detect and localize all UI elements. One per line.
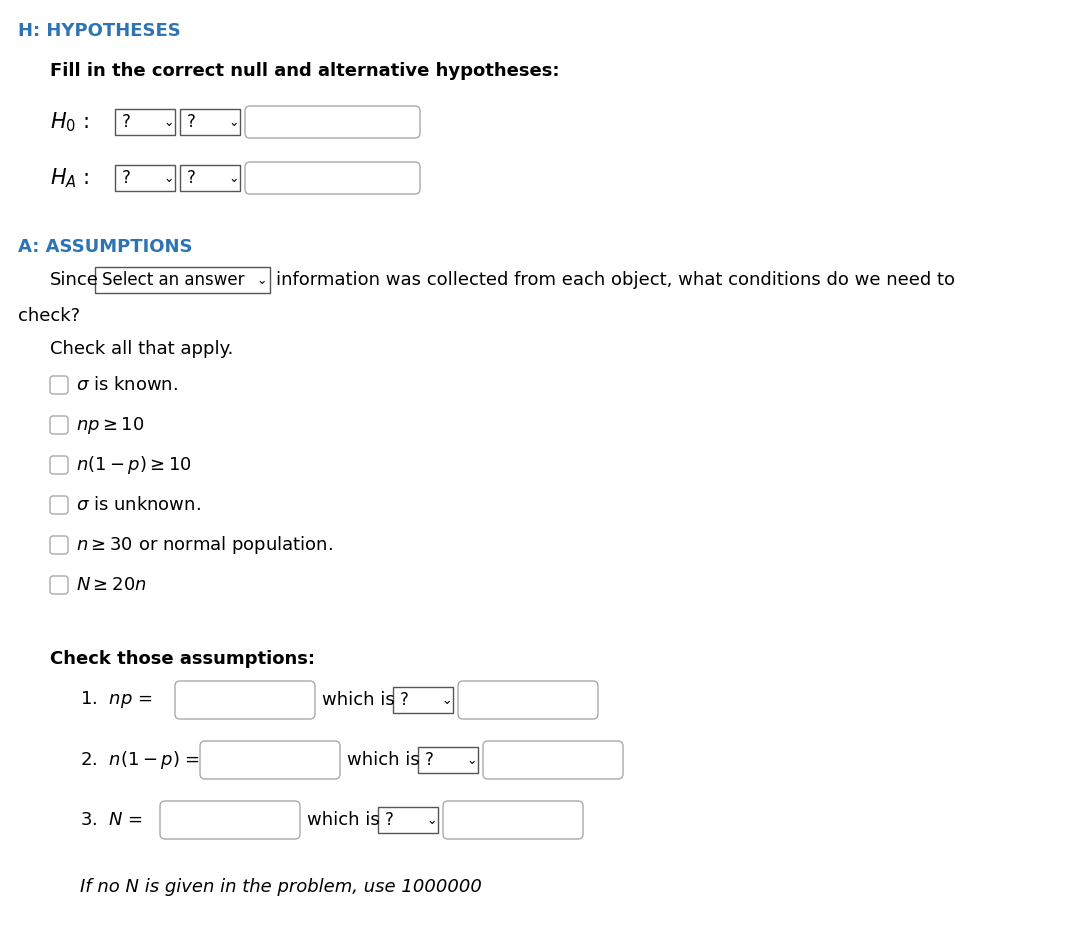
Text: 2.  $n(1-p)$ =: 2. $n(1-p)$ = bbox=[80, 749, 200, 771]
Text: ⌄: ⌄ bbox=[441, 693, 452, 706]
Text: H: HYPOTHESES: H: HYPOTHESES bbox=[18, 22, 181, 40]
Text: ?: ? bbox=[425, 751, 439, 769]
FancyBboxPatch shape bbox=[483, 741, 623, 779]
Text: Since: Since bbox=[50, 271, 98, 289]
Text: ⌄: ⌄ bbox=[256, 273, 267, 286]
Text: Fill in the correct null and alternative hypotheses:: Fill in the correct null and alternative… bbox=[50, 62, 560, 80]
FancyBboxPatch shape bbox=[443, 801, 583, 839]
FancyBboxPatch shape bbox=[50, 536, 68, 554]
Text: ⌄: ⌄ bbox=[163, 116, 173, 129]
Text: 1.  $np$ =: 1. $np$ = bbox=[80, 690, 152, 710]
Text: which is: which is bbox=[307, 811, 379, 829]
FancyBboxPatch shape bbox=[175, 681, 315, 719]
Text: ?: ? bbox=[187, 169, 201, 187]
Text: $\sigma$ is unknown.: $\sigma$ is unknown. bbox=[76, 496, 201, 514]
Text: Check all that apply.: Check all that apply. bbox=[50, 340, 233, 358]
Text: ⌄: ⌄ bbox=[163, 171, 173, 184]
Text: ⌄: ⌄ bbox=[228, 116, 239, 129]
Text: which is: which is bbox=[347, 751, 419, 769]
Text: check?: check? bbox=[18, 307, 80, 325]
Text: ?: ? bbox=[400, 691, 414, 709]
FancyBboxPatch shape bbox=[50, 416, 68, 434]
Text: ?: ? bbox=[122, 113, 136, 131]
Text: $H_0$ :: $H_0$ : bbox=[50, 110, 89, 133]
FancyBboxPatch shape bbox=[245, 162, 421, 194]
Text: Check those assumptions:: Check those assumptions: bbox=[50, 650, 315, 668]
Text: $np \geq 10$: $np \geq 10$ bbox=[76, 414, 145, 436]
FancyBboxPatch shape bbox=[200, 741, 341, 779]
FancyBboxPatch shape bbox=[245, 106, 421, 138]
FancyBboxPatch shape bbox=[393, 687, 453, 713]
Text: ⌄: ⌄ bbox=[426, 814, 437, 827]
FancyBboxPatch shape bbox=[50, 456, 68, 474]
Text: ?: ? bbox=[385, 811, 399, 829]
FancyBboxPatch shape bbox=[378, 807, 438, 833]
FancyBboxPatch shape bbox=[418, 747, 478, 773]
Text: A: ASSUMPTIONS: A: ASSUMPTIONS bbox=[18, 238, 192, 256]
Text: Select an answer: Select an answer bbox=[102, 271, 244, 289]
Text: $\sigma$ is known.: $\sigma$ is known. bbox=[76, 376, 178, 394]
Text: ?: ? bbox=[187, 113, 201, 131]
Text: ⌄: ⌄ bbox=[466, 754, 477, 767]
Text: ?: ? bbox=[122, 169, 136, 187]
Text: ⌄: ⌄ bbox=[228, 171, 239, 184]
FancyBboxPatch shape bbox=[181, 109, 240, 135]
Text: $n(1-p) \geq 10$: $n(1-p) \geq 10$ bbox=[76, 454, 192, 476]
FancyBboxPatch shape bbox=[50, 496, 68, 514]
FancyBboxPatch shape bbox=[50, 376, 68, 394]
FancyBboxPatch shape bbox=[458, 681, 598, 719]
FancyBboxPatch shape bbox=[160, 801, 301, 839]
Text: $N \geq 20n$: $N \geq 20n$ bbox=[76, 576, 147, 594]
Text: $H_A$ :: $H_A$ : bbox=[50, 166, 90, 190]
FancyBboxPatch shape bbox=[115, 109, 175, 135]
FancyBboxPatch shape bbox=[181, 165, 240, 191]
Text: $n \geq 30$ or normal population.: $n \geq 30$ or normal population. bbox=[76, 534, 333, 556]
Text: If no N is given in the problem, use 1000000: If no N is given in the problem, use 100… bbox=[80, 878, 482, 896]
FancyBboxPatch shape bbox=[50, 576, 68, 594]
Text: information was collected from each object, what conditions do we need to: information was collected from each obje… bbox=[276, 271, 955, 289]
Text: 3.  $N$ =: 3. $N$ = bbox=[80, 811, 143, 829]
FancyBboxPatch shape bbox=[115, 165, 175, 191]
FancyBboxPatch shape bbox=[95, 267, 270, 293]
Text: which is: which is bbox=[322, 691, 395, 709]
